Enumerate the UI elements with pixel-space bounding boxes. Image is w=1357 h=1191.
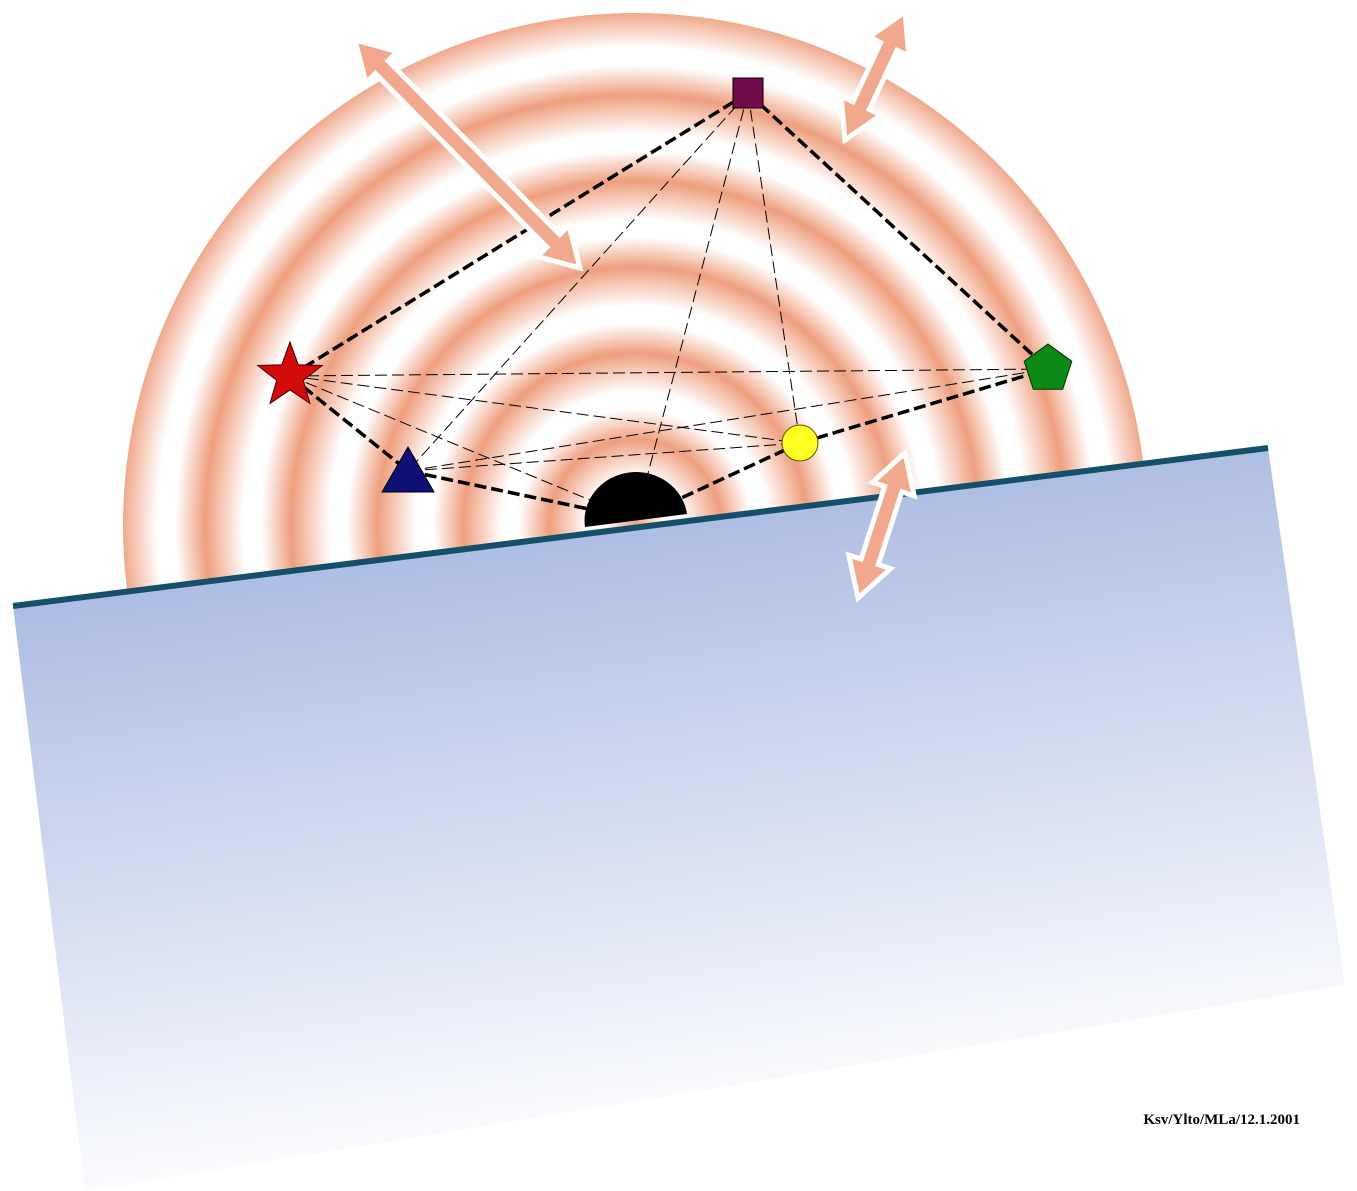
primary-link-square-star xyxy=(289,91,749,378)
primary-link-center-circle xyxy=(635,441,801,521)
arrow-upper-left xyxy=(351,36,584,272)
primary-link-circle-pentagon xyxy=(799,367,1049,445)
secondary-link-star-pentagon xyxy=(289,368,1049,377)
secondary-link-square-circle xyxy=(747,92,801,444)
node-layer xyxy=(256,77,1073,527)
credit-label: Ksv/Ylto/MLa/12.1.2001 xyxy=(1143,1112,1300,1128)
ground-surface-edge xyxy=(12,445,1269,609)
secondary-link-triangle-circle xyxy=(407,442,801,472)
arrow-ground xyxy=(845,448,918,603)
secondary-link-triangle-pentagon xyxy=(407,368,1049,472)
secondary-link-star-circle xyxy=(289,375,801,444)
arrow-layer xyxy=(351,7,918,603)
circle-node xyxy=(781,424,819,462)
center-node xyxy=(584,472,687,527)
secondary-connector-lines xyxy=(289,92,1049,520)
square-node xyxy=(732,77,764,109)
primary-link-star-triangle xyxy=(288,374,410,473)
ground-plane xyxy=(13,448,1345,1191)
secondary-link-star-center xyxy=(289,375,637,520)
arrow-upper-right xyxy=(838,7,912,145)
secondary-link-square-center xyxy=(635,92,749,520)
triangle-node xyxy=(381,446,435,493)
star-node xyxy=(256,340,324,405)
pentagon-node xyxy=(1023,343,1073,390)
